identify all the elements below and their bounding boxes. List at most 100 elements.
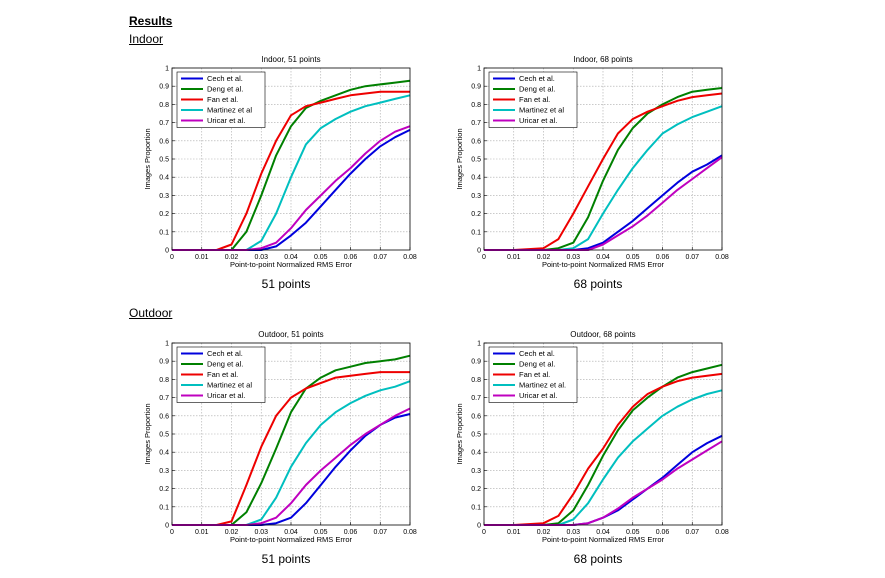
y-tick-label: 0.5 [471,157,481,164]
x-tick-label: 0.08 [715,254,729,261]
x-tick-label: 0.06 [344,254,358,261]
y-tick-label: 0.4 [159,175,169,182]
legend-label: Fan et al. [519,95,550,104]
x-tick-label: 0.06 [656,254,670,261]
legend-label: Uricar et al. [207,391,245,400]
x-tick-label: 0.05 [314,529,328,536]
x-tick-label: 0.08 [403,254,417,261]
x-tick-label: 0.04 [284,254,298,261]
x-tick-label: 0.02 [537,254,551,261]
x-tick-label: 0.01 [507,529,521,536]
x-tick-label: 0.07 [685,529,699,536]
x-tick-label: 0.04 [596,529,610,536]
chart-title: Indoor, 68 points [573,55,632,64]
y-tick-label: 0.9 [159,84,169,91]
legend-label: Deng et al. [207,360,243,369]
series-line [484,372,723,526]
legend-label: Deng et al. [519,85,555,94]
y-tick-label: 0.2 [471,486,481,493]
x-tick-label: 0.01 [195,529,209,536]
x-tick-label: 0.04 [596,254,610,261]
y-tick-label: 0.6 [471,138,481,145]
series-line [172,90,410,251]
y-tick-label: 0.4 [471,175,481,182]
y-tick-label: 0.1 [471,229,481,236]
y-axis-label: Images Proportion [455,403,464,464]
x-tick-label: 0.05 [626,529,640,536]
x-tick-label: 0 [170,254,174,261]
chart-caption: 68 points [573,552,623,566]
x-tick-label: 0.03 [566,529,580,536]
y-tick-label: 0 [477,248,481,255]
chart-title: Indoor, 51 points [261,55,320,64]
y-tick-label: 0.8 [471,377,481,384]
chart-caption: 68 points [573,277,623,291]
chart-svg: Indoor, 68 points 0 0.01 0.02 0.03 0.04 0.05 0.… [455,55,729,269]
x-tick-label: 0.03 [254,529,268,536]
x-tick-label: 0.02 [225,529,239,536]
legend-label: Cech et al. [519,349,555,358]
chart-svg: Indoor, 51 points 0 0.01 0.02 0.03 0.04 0.05 0.… [143,55,417,269]
y-tick-label: 0 [477,523,481,530]
x-tick-label: 0.01 [195,254,209,261]
legend-label: Deng et al. [519,360,555,369]
y-tick-label: 0.3 [471,193,481,200]
chart-caption: 51 points [261,277,311,291]
y-tick-label: 0.7 [471,120,481,127]
y-tick-label: 0.6 [471,413,481,420]
y-tick-label: 0.5 [159,157,169,164]
y-tick-label: 0.7 [471,395,481,402]
y-tick-label: 1 [165,341,169,348]
legend: Cech et al. Deng et al.Fan et al. Martinez… [176,346,266,403]
y-tick-label: 0.7 [159,395,169,402]
y-tick-label: 0.9 [471,84,481,91]
x-tick-label: 0.03 [566,254,580,261]
x-tick-label: 0.02 [537,529,551,536]
legend-label: Fan et al. [207,95,238,104]
plot-frame [483,67,723,251]
section-outdoor-label: Outdoor [129,306,173,320]
series-line [172,371,410,526]
legend-label: Cech et al. [207,349,243,358]
y-tick-label: 0.3 [159,193,169,200]
y-axis-label: Images Proportion [143,403,152,464]
y-tick-label: 0.3 [471,468,481,475]
plot-frame [483,342,723,526]
y-tick-label: 1 [165,66,169,73]
y-tick-label: 0.2 [471,211,481,218]
legend: Cech et al. Deng et al.Fan et al. Martinez… [488,71,578,128]
x-axis-label: Point-to-point Normalized RMS Error [542,260,665,269]
x-axis-label: Point-to-point Normalized RMS Error [230,535,353,544]
y-tick-label: 0.6 [159,138,169,145]
y-tick-label: 0.3 [159,468,169,475]
y-tick-label: 0.2 [159,486,169,493]
x-tick-label: 0.08 [403,529,417,536]
y-tick-label: 0.6 [159,413,169,420]
x-tick-label: 0.01 [507,254,521,261]
legend-label: Fan et al. [207,370,238,379]
y-tick-label: 1 [477,66,481,73]
chart-panel-outdoor-51: Outdoor, 51 points 0 0.01 0.02 0.03 0.04 0.05 0… [136,325,436,570]
legend-label: Uricar et al. [519,391,557,400]
legend-label: Martinez et al [519,106,564,115]
y-axis-label: Images Proportion [455,128,464,189]
y-tick-label: 0.1 [159,504,169,511]
y-tick-label: 0.8 [471,102,481,109]
chart-panel-indoor-68: Indoor, 68 points 0 0.01 0.02 0.03 0.04 0.05 0.… [448,50,748,295]
x-tick-label: 0.06 [656,529,670,536]
y-tick-label: 0.2 [159,211,169,218]
series-line [484,92,723,251]
chart-svg: Outdoor, 51 points 0 0.01 0.02 0.03 0.04 0.05 0… [143,330,417,544]
x-tick-label: 0.07 [373,254,387,261]
x-tick-label: 0.02 [225,254,239,261]
y-tick-label: 1 [477,341,481,348]
x-tick-label: 0.07 [685,254,699,261]
y-tick-label: 0.4 [159,450,169,457]
legend-label: Uricar et al. [207,116,245,125]
y-tick-label: 0.1 [159,229,169,236]
legend: Cech et al. Deng et al.Fan et al. Martinez… [176,71,266,128]
y-axis-label: Images Proportion [143,128,152,189]
y-tick-label: 0.4 [471,450,481,457]
x-tick-label: 0.05 [626,254,640,261]
y-tick-label: 0.9 [471,359,481,366]
